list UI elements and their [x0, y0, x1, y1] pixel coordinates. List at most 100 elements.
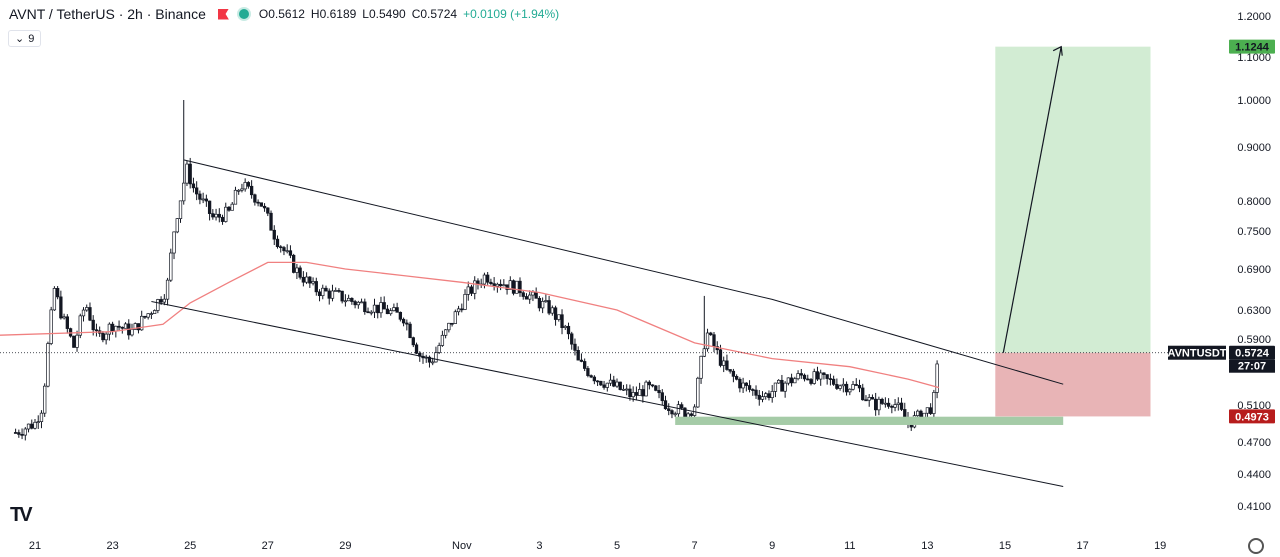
price-axis-label: 0.6900 [1237, 264, 1271, 276]
candle-body [379, 302, 383, 314]
time-axis-label: 13 [921, 540, 933, 552]
candle-body [346, 297, 351, 302]
candle-body [819, 372, 823, 380]
candle-body [401, 318, 406, 324]
price-axis-label: 0.7500 [1237, 226, 1271, 238]
time-axis[interactable]: 21 23 25 27 29 Nov 3 5 7 9 11 13 15 17 19 [29, 540, 1166, 552]
candle-body [36, 421, 40, 423]
low-value: L0.5490 [362, 7, 406, 21]
candle-body [566, 325, 571, 335]
candle-body [114, 325, 118, 332]
candle-body [414, 344, 419, 354]
candle-body [612, 379, 616, 387]
candle-body [896, 402, 900, 405]
candle-body [136, 323, 141, 331]
candle-body [434, 352, 438, 363]
projection-arrow [1002, 46, 1062, 353]
candle-body [670, 410, 674, 415]
candle-body [327, 290, 331, 299]
candle-body [233, 189, 238, 205]
price-axis-label: 0.5100 [1237, 400, 1271, 412]
candle-body [660, 392, 664, 402]
candle-body [146, 313, 150, 318]
candle-body [101, 332, 105, 341]
candle-body [321, 287, 325, 297]
candle-body [201, 198, 205, 201]
candle-body [220, 216, 225, 222]
candle-body [498, 283, 503, 287]
candle-body [207, 200, 212, 214]
time-axis-label: 15 [999, 540, 1011, 552]
candle-body [883, 402, 888, 405]
candle-body [447, 322, 451, 331]
candle-body [214, 213, 218, 218]
target-price-tag-bg [1229, 39, 1275, 54]
candle-body [272, 229, 276, 240]
candle-body [385, 308, 390, 315]
flag-icon[interactable] [217, 8, 229, 20]
candle-body [26, 423, 31, 430]
candle-body [191, 183, 196, 189]
candle-body [246, 182, 251, 187]
candle-body [851, 384, 855, 390]
price-axis[interactable]: 1.2000 1.1000 1.0000 0.9000 0.8000 0.7500 0.69… [1237, 11, 1271, 513]
candle-body [712, 334, 716, 347]
indicators-toggle[interactable]: ⌄ 9 [8, 30, 42, 47]
candle-body [440, 334, 445, 346]
candle-body [311, 281, 315, 284]
candle-body [117, 325, 121, 328]
candle-body [159, 299, 163, 303]
candle-body [152, 310, 157, 314]
candle-body [560, 314, 564, 328]
candle-body [211, 213, 215, 218]
candle-body [935, 363, 939, 393]
candle-body [815, 371, 820, 380]
candle-body [599, 380, 603, 386]
candle-body [243, 182, 247, 190]
candle-body [508, 280, 512, 290]
candle-body [427, 356, 432, 363]
candle-body [39, 412, 44, 422]
candle-body [540, 301, 545, 309]
candle-body [799, 373, 803, 376]
candle-body [592, 376, 597, 382]
candle-body [185, 163, 189, 184]
candle-body [877, 398, 881, 411]
candle-body [628, 388, 632, 398]
time-axis-label: 17 [1076, 540, 1088, 552]
candle-body [767, 393, 771, 398]
candle-body [495, 283, 500, 287]
candle-body [382, 302, 386, 310]
symbol-title[interactable]: AVNT / TetherUS · 2h · Binance [9, 6, 206, 22]
candle-body [573, 343, 577, 351]
candle-body [773, 382, 778, 392]
candle-body [437, 345, 441, 353]
candle-body [928, 407, 933, 414]
candle-body [605, 382, 609, 388]
candle-body [285, 250, 289, 253]
time-axis-label: 9 [769, 540, 775, 552]
candle-body [531, 291, 535, 296]
price-axis-label: 1.2000 [1237, 11, 1271, 23]
candle-body [156, 299, 160, 311]
candle-body [340, 290, 344, 302]
time-axis-label: 11 [844, 540, 855, 552]
candle-body [195, 187, 199, 195]
candle-body [870, 397, 875, 400]
candle-body [728, 369, 732, 372]
candle-body [460, 308, 464, 311]
time-axis-label: 19 [1154, 540, 1166, 552]
candle-body [760, 396, 765, 400]
settings-gear-icon[interactable] [1248, 538, 1264, 554]
candle-body [515, 280, 519, 294]
moving-average-line [0, 261, 940, 389]
candle-body [443, 329, 448, 336]
support-zone [675, 416, 1064, 425]
candle-body [705, 332, 710, 350]
candle-body [886, 402, 891, 407]
time-axis-label: 25 [184, 540, 196, 552]
candle-body [932, 392, 936, 414]
candle-body [237, 189, 241, 192]
candle-body [806, 378, 810, 381]
